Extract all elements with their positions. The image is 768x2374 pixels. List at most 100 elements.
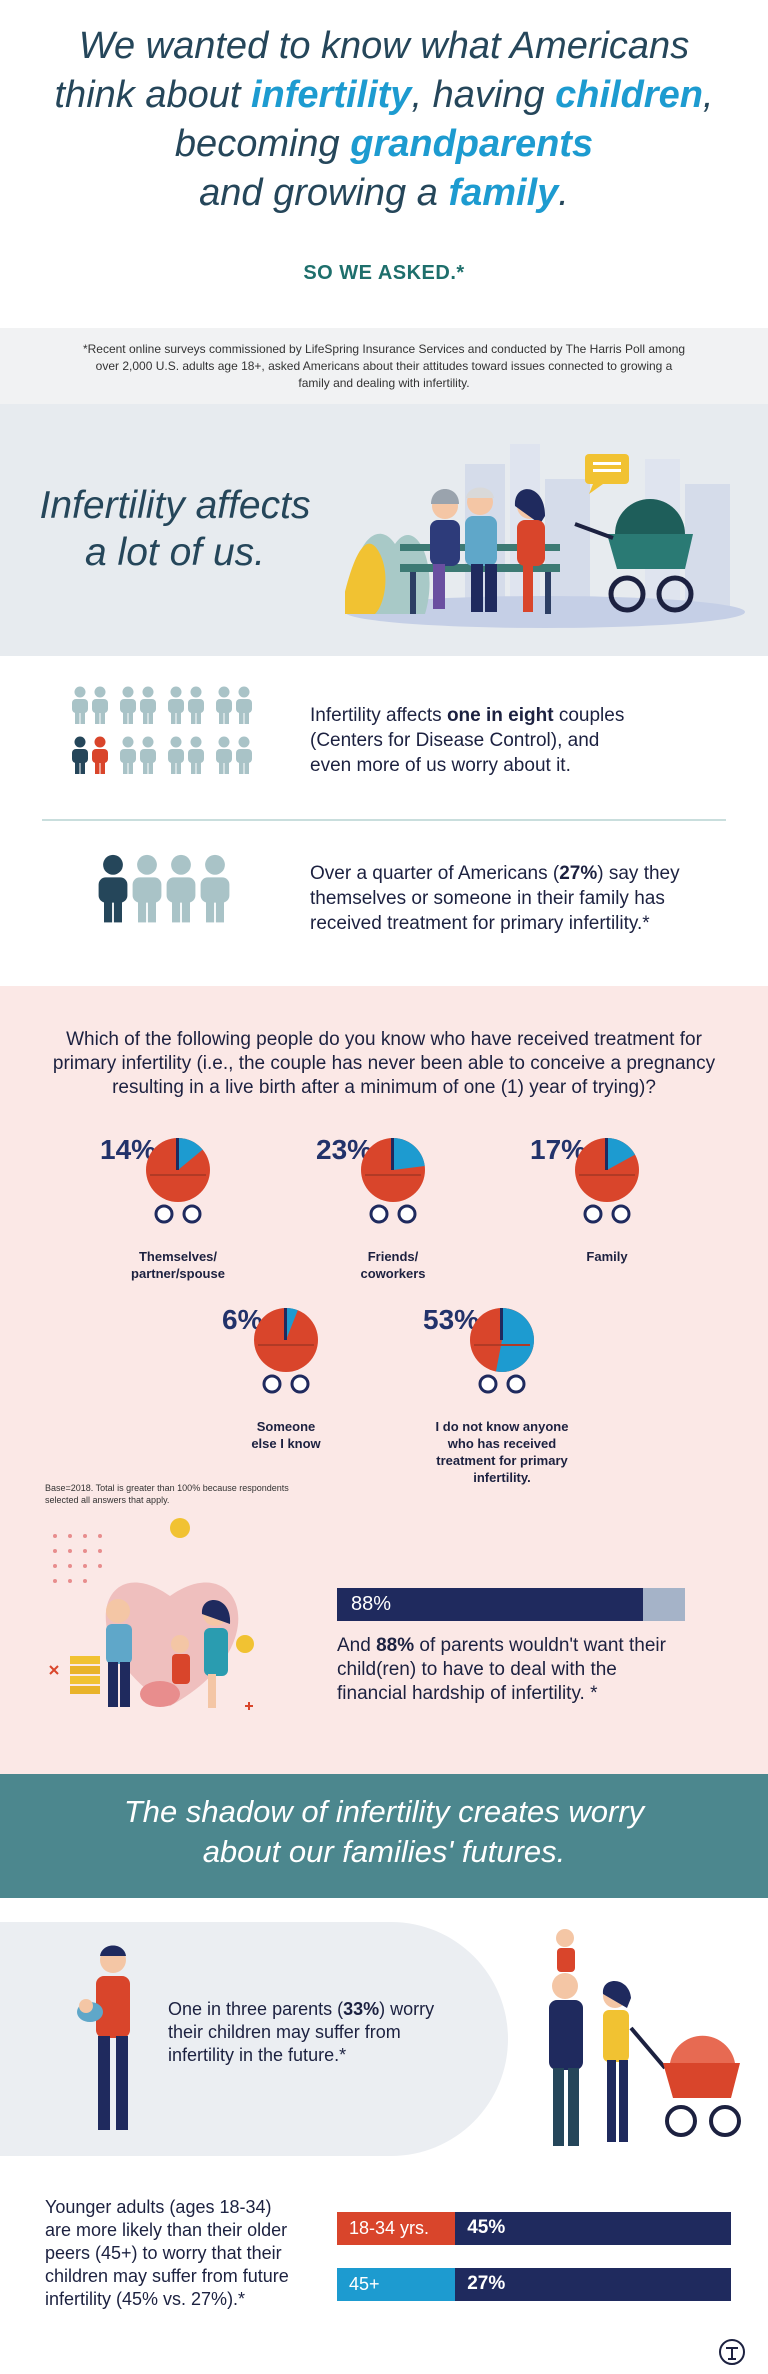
person-icon [132,854,162,923]
carriage-handle [284,1308,287,1340]
highlight-children: children [555,74,703,116]
survey-question: Which of the following people do you kno… [52,1029,716,1098]
father-with-baby-illustration [77,1945,130,2130]
affects-title-line2: a lot of us. [85,531,265,574]
bar-88-percent: 88% [337,1588,685,1621]
shadow-title-line2: about our families' futures. [202,1834,566,1869]
label-line: infertility. [473,1470,531,1485]
family-with-stroller-illustration [549,1929,741,2146]
pct-no-one: 53% [423,1304,480,1335]
person-icon [72,736,88,774]
quarter-text: Over a quarter of Americans (27%) say th… [310,861,710,936]
bar-18-34-group: 18-34 yrs. [349,2218,430,2238]
label-themselves: Themselves/ partner/spouse [108,1248,248,1282]
label-line: who has received [447,1436,557,1451]
carriage-pie-no-one [470,1308,534,1394]
carriage-wheel [290,1374,310,1394]
bar-45-plus-group: 45+ [349,2274,380,2294]
stat-emphasis: 88% [376,1635,415,1656]
family-bench-illustration [345,444,745,628]
person-icon [140,686,156,724]
highlight-family: family [448,172,559,214]
headline-text: , having [411,74,556,116]
family-finance-illustration [49,1518,254,1710]
one-in-three-panel [0,1922,508,2156]
label-line: treatment for primary [436,1453,568,1468]
label-line: Family [586,1249,628,1264]
carriage-pie-friends [361,1138,425,1224]
person-icon [216,736,232,774]
bar-45-plus: 45+ 27% [337,2268,731,2301]
person-icon [120,686,136,724]
carriage-pie-family [575,1138,639,1224]
person-icon [236,736,252,774]
label-line: partner/spouse [131,1266,225,1281]
label-line: coworkers [360,1266,426,1281]
bar-45-plus-segment [337,2268,456,2301]
pie-slice [286,1308,298,1340]
survey-footnote-section: *Recent online surveys commissioned by L… [0,328,768,404]
divider [42,819,726,821]
survey-footnote: *Recent online surveys commissioned by L… [82,342,686,390]
bar-88-label: 88% [351,1593,392,1615]
carriage-line [474,1344,530,1346]
carriage-handle [176,1138,179,1170]
quarter-people-icon [98,854,230,923]
stat-emphasis: one in eight [446,705,554,726]
label-line: Themselves/ [138,1249,218,1264]
label-line: else I know [251,1436,321,1451]
person-icon [166,854,196,923]
headline-text: think about [54,74,251,116]
stat-text: of parents wouldn't want their child(ren… [337,1635,666,1704]
one-in-three-section: One in three parents (33%) worry their c… [0,1898,768,2168]
label-someone-else: Someone else I know [216,1418,356,1452]
person-icon [200,854,230,923]
napsi-logo-icon [719,2339,745,2365]
bar-18-34-pct: 45% [467,2217,506,2238]
person-icon [168,736,184,774]
affects-title-line1: Infertility affects [39,484,311,527]
shadow-title: The shadow of infertility creates worry … [40,1792,728,1872]
person-icon [92,736,108,774]
carriage-pie-themselves [146,1138,210,1224]
one-in-eight-people-icon [72,686,252,774]
stat-emphasis: 33% [343,1999,380,2019]
carriage-wheel [182,1204,202,1224]
younger-adults-text: Younger adults (ages 18-34) are more lik… [45,2197,289,2309]
stat-text: couples (Centers for Disease Control), a… [310,705,625,776]
stats-section: Infertility affects one in eight couples… [0,656,768,986]
headline-text: . [558,172,569,214]
person-icon [188,686,204,724]
carriage-line [579,1174,635,1176]
affects-section: Infertility affects a lot of us. [0,404,768,656]
stat-emphasis: 27% [559,863,598,884]
label-no-one: I do not know anyone who has received tr… [412,1418,592,1486]
header-section: We wanted to know what Americans think a… [0,0,768,328]
carriage-pie-someone-else [254,1308,318,1394]
pie-slice [607,1138,636,1170]
person-icon [120,736,136,774]
person-icon [188,736,204,774]
person-icon [98,854,128,923]
pct-themselves: 14% [100,1134,157,1165]
base-note: Base=2018. Total is greater than 100% be… [45,1483,289,1505]
label-friends: Friends/ coworkers [323,1248,463,1282]
carriage-wheel [478,1374,498,1394]
carriage-handle [605,1138,608,1170]
affects-title: Infertility affects a lot of us. [30,482,320,576]
headline-text: and growing a [199,172,449,214]
carriage-handle [500,1308,503,1340]
label-family: Family [537,1248,677,1265]
bar-88-fill [337,1588,644,1621]
person-icon [236,686,252,724]
bar-45-plus-pct: 27% [467,2273,506,2294]
stat-text: And [337,1635,377,1656]
label-line: Someone [256,1419,316,1434]
highlight-grandparents: grandparents [350,123,594,165]
label-line: Friends/ [367,1249,419,1264]
person-icon [72,686,88,724]
carriage-wheel [611,1204,631,1224]
pie-slice [496,1308,534,1372]
bar-18-34-segment [337,2212,456,2245]
stat-text: ) say they themselves or someone in thei… [310,863,680,934]
